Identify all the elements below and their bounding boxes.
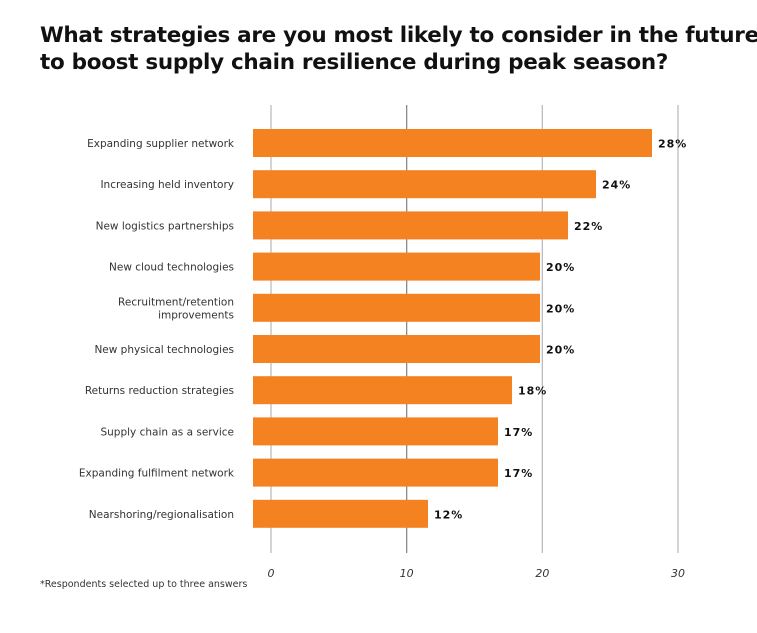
value-label: 17% (504, 426, 533, 439)
bar (253, 335, 540, 363)
bar (253, 129, 652, 157)
category-label-line: improvements (158, 309, 234, 321)
chart-title-line-1: What strategies are you most likely to c… (40, 23, 757, 48)
bar (253, 293, 540, 322)
footnote: *Respondents selected up to three answer… (40, 579, 248, 590)
category-label-line: Returns reduction strategies (85, 385, 234, 397)
value-label: 17% (504, 467, 533, 480)
x-tick-label: 0 (268, 567, 275, 580)
x-tick-label: 30 (671, 567, 685, 580)
category-label-line: New cloud technologies (109, 262, 234, 274)
value-label: 12% (434, 508, 463, 521)
category-label: Expanding supplier network (87, 138, 235, 150)
bar (253, 458, 498, 487)
bars (253, 129, 652, 528)
category-label: New logistics partnerships (96, 220, 234, 232)
x-tick-label: 10 (400, 567, 414, 580)
bar (253, 499, 428, 528)
category-label-line: New logistics partnerships (96, 220, 234, 232)
value-label: 18% (518, 385, 547, 398)
bar (253, 417, 498, 446)
x-axis-ticks: 0 10 20 30 (268, 567, 686, 580)
value-label: 20% (546, 344, 575, 357)
category-label: Returns reduction strategies (85, 385, 234, 397)
value-label: 24% (602, 179, 631, 192)
category-label: Nearshoring/regionalisation (89, 509, 234, 521)
category-label: Recruitment/retention improvements (118, 296, 234, 321)
category-label-line: Recruitment/retention (118, 296, 234, 308)
category-label-line: Supply chain as a service (100, 426, 234, 438)
x-tick-label: 20 (535, 567, 549, 580)
bar (253, 252, 540, 281)
value-label: 20% (546, 302, 575, 315)
category-label: Expanding fulfilment network (79, 468, 235, 480)
value-label: 20% (546, 261, 575, 274)
bar (253, 211, 568, 240)
category-labels: Expanding supplier network Increasing hel… (79, 138, 235, 521)
value-labels: 28% 24% 22% 20% 20% 20% 18% 17% 17% 12% (434, 138, 687, 522)
category-label-line: New physical technologies (94, 344, 234, 356)
category-label-line: Nearshoring/regionalisation (89, 509, 234, 521)
category-label-line: Increasing held inventory (100, 179, 234, 191)
chart-title: What strategies are you most likely to c… (40, 22, 757, 76)
value-label: 22% (574, 220, 603, 233)
value-label: 28% (658, 138, 687, 151)
category-label: New physical technologies (94, 344, 234, 356)
category-label: Supply chain as a service (100, 426, 234, 438)
category-label: New cloud technologies (109, 262, 234, 274)
category-label-line: Expanding fulfilment network (79, 468, 235, 480)
bar (253, 376, 512, 405)
category-label: Increasing held inventory (100, 179, 234, 191)
chart-title-line-2: to boost supply chain resilience during … (40, 50, 669, 75)
bar (253, 170, 596, 199)
category-label-line: Expanding supplier network (87, 138, 235, 150)
